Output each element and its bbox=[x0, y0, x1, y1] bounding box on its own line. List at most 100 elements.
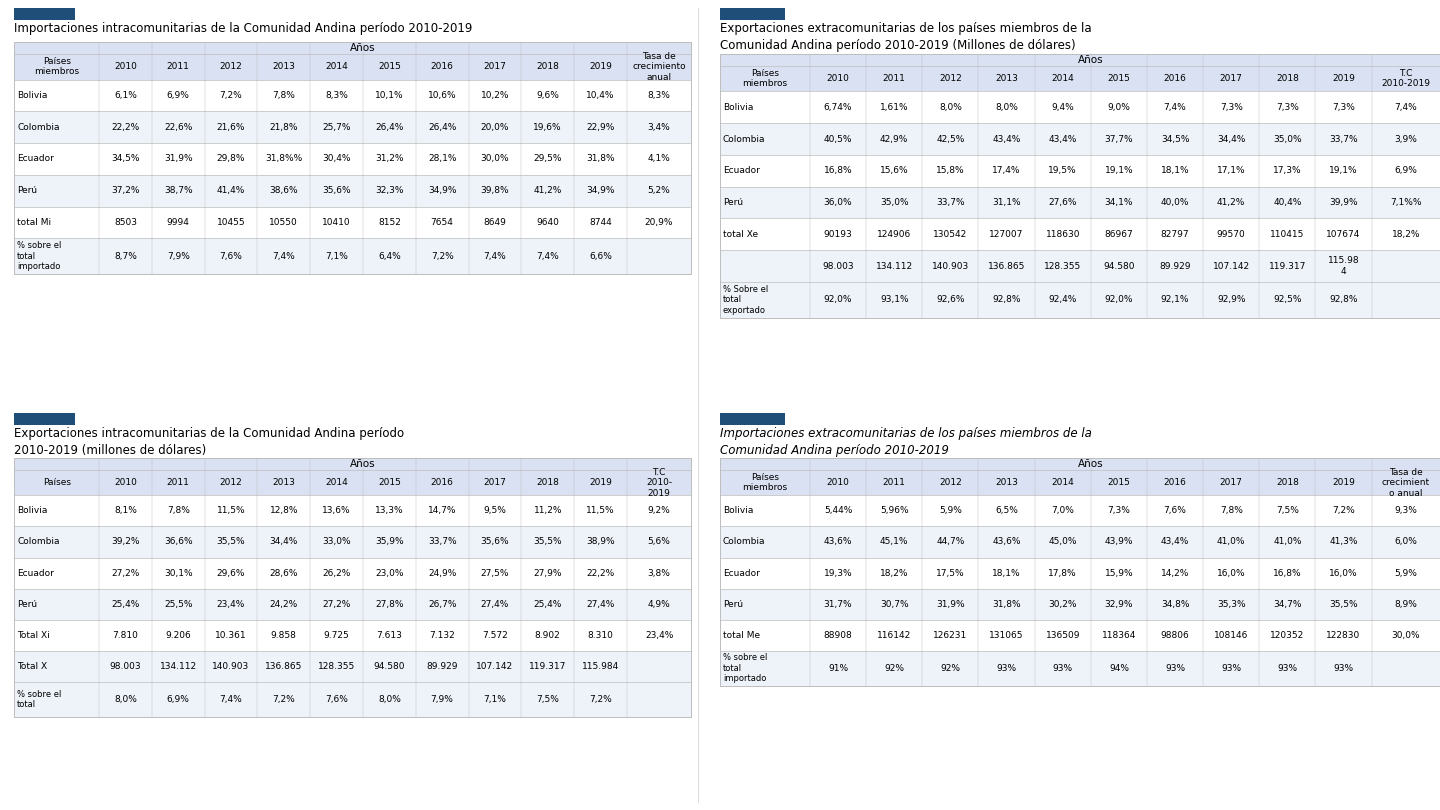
Text: 34,9%: 34,9% bbox=[428, 186, 456, 195]
Text: 41,4%: 41,4% bbox=[217, 186, 245, 195]
Text: 34,7%: 34,7% bbox=[1273, 599, 1302, 608]
Text: Total Xi: Total Xi bbox=[17, 631, 50, 640]
Text: 35,6%: 35,6% bbox=[481, 538, 510, 547]
Text: 10410: 10410 bbox=[323, 218, 351, 227]
Bar bbox=[14, 458, 691, 717]
Text: 92,8%: 92,8% bbox=[1329, 296, 1358, 305]
Text: 10550: 10550 bbox=[269, 218, 298, 227]
Text: 1,61%: 1,61% bbox=[880, 103, 909, 112]
Text: total Me: total Me bbox=[723, 631, 760, 640]
Text: 8,3%: 8,3% bbox=[325, 91, 348, 100]
Text: 30,0%: 30,0% bbox=[1391, 631, 1420, 640]
Text: 41,0%: 41,0% bbox=[1217, 538, 1246, 547]
Text: 16,8%: 16,8% bbox=[1273, 569, 1302, 578]
Text: 28,6%: 28,6% bbox=[269, 569, 298, 578]
Text: 7.613: 7.613 bbox=[376, 631, 402, 640]
Text: 118364: 118364 bbox=[1102, 631, 1136, 640]
Text: 38,7%: 38,7% bbox=[164, 186, 193, 195]
Text: Colombia: Colombia bbox=[723, 134, 766, 143]
Text: 2016: 2016 bbox=[1164, 478, 1187, 487]
Text: 8,3%: 8,3% bbox=[648, 91, 671, 100]
Bar bbox=[720, 250, 1440, 282]
Text: 7,5%: 7,5% bbox=[1276, 506, 1299, 515]
Text: 14,2%: 14,2% bbox=[1161, 569, 1189, 578]
Text: 9.725: 9.725 bbox=[324, 631, 350, 640]
Bar bbox=[14, 53, 691, 79]
Text: Ecuador: Ecuador bbox=[723, 569, 760, 578]
Text: 7,2%: 7,2% bbox=[431, 252, 454, 261]
Text: 2013: 2013 bbox=[995, 478, 1018, 487]
Text: 18,2%: 18,2% bbox=[1391, 230, 1420, 239]
Text: 93%: 93% bbox=[1221, 664, 1241, 673]
Text: 9.206: 9.206 bbox=[166, 631, 192, 640]
Text: 92%: 92% bbox=[884, 664, 904, 673]
Text: 8,1%: 8,1% bbox=[114, 506, 137, 515]
Text: Ecuador: Ecuador bbox=[723, 166, 760, 175]
Text: 107674: 107674 bbox=[1326, 230, 1361, 239]
Text: 7,6%: 7,6% bbox=[325, 695, 348, 704]
Text: Países: Países bbox=[43, 478, 71, 487]
Text: 8,0%: 8,0% bbox=[939, 103, 962, 112]
Text: 7,3%: 7,3% bbox=[1332, 103, 1355, 112]
Text: 3,8%: 3,8% bbox=[648, 569, 671, 578]
Text: 2013: 2013 bbox=[272, 62, 295, 71]
Text: 7,3%: 7,3% bbox=[1276, 103, 1299, 112]
Text: % sobre el
total: % sobre el total bbox=[17, 690, 62, 709]
Text: 2017: 2017 bbox=[484, 478, 507, 487]
Text: 31,2%: 31,2% bbox=[374, 155, 403, 164]
Text: 5,44%: 5,44% bbox=[824, 506, 852, 515]
Text: % sobre el
total
importado: % sobre el total importado bbox=[723, 654, 768, 684]
Text: 43,9%: 43,9% bbox=[1104, 538, 1133, 547]
Text: 25,4%: 25,4% bbox=[111, 599, 140, 608]
Bar bbox=[14, 111, 691, 143]
Text: 30,4%: 30,4% bbox=[323, 155, 351, 164]
Text: 6,1%: 6,1% bbox=[114, 91, 137, 100]
Text: 18,1%: 18,1% bbox=[1161, 166, 1189, 175]
Text: 7,8%: 7,8% bbox=[167, 506, 190, 515]
Bar bbox=[720, 413, 785, 424]
Text: 43,6%: 43,6% bbox=[824, 538, 852, 547]
Text: 2018: 2018 bbox=[1276, 74, 1299, 83]
Text: 35,5%: 35,5% bbox=[1329, 599, 1358, 608]
Bar bbox=[14, 458, 691, 470]
Text: 2019: 2019 bbox=[1332, 478, 1355, 487]
Text: Colombia: Colombia bbox=[17, 538, 59, 547]
Text: 2016: 2016 bbox=[1164, 74, 1187, 83]
Text: 8.902: 8.902 bbox=[534, 631, 560, 640]
Text: 27,2%: 27,2% bbox=[323, 599, 351, 608]
Bar bbox=[14, 651, 691, 682]
Text: 8744: 8744 bbox=[589, 218, 612, 227]
Bar bbox=[720, 526, 1440, 557]
Text: 8.310: 8.310 bbox=[588, 631, 613, 640]
Text: 25,5%: 25,5% bbox=[164, 599, 193, 608]
Text: 7,0%: 7,0% bbox=[1051, 506, 1074, 515]
Text: Perú: Perú bbox=[723, 599, 743, 608]
Text: 10,4%: 10,4% bbox=[586, 91, 615, 100]
Text: Colombia: Colombia bbox=[723, 538, 766, 547]
Text: 36,6%: 36,6% bbox=[164, 538, 193, 547]
Text: 6,9%: 6,9% bbox=[1394, 166, 1417, 175]
Text: 2019: 2019 bbox=[1332, 74, 1355, 83]
Text: 92,5%: 92,5% bbox=[1273, 296, 1302, 305]
Text: 127007: 127007 bbox=[989, 230, 1024, 239]
Text: Colombia: Colombia bbox=[17, 122, 59, 132]
Text: 7,1%: 7,1% bbox=[325, 252, 348, 261]
Text: Bolivia: Bolivia bbox=[17, 506, 48, 515]
Text: 98806: 98806 bbox=[1161, 631, 1189, 640]
Text: 2017: 2017 bbox=[1220, 478, 1243, 487]
Text: 2015: 2015 bbox=[1107, 478, 1130, 487]
Text: 19,3%: 19,3% bbox=[824, 569, 852, 578]
Text: 5,6%: 5,6% bbox=[648, 538, 671, 547]
Text: 27,2%: 27,2% bbox=[111, 569, 140, 578]
Text: 10.361: 10.361 bbox=[215, 631, 246, 640]
Text: 2016: 2016 bbox=[431, 478, 454, 487]
Text: 93%: 93% bbox=[1277, 664, 1297, 673]
Text: 40,5%: 40,5% bbox=[824, 134, 852, 143]
Text: 122830: 122830 bbox=[1326, 631, 1361, 640]
Text: 31,8%: 31,8% bbox=[992, 599, 1021, 608]
Text: 43,4%: 43,4% bbox=[992, 134, 1021, 143]
Text: 5,96%: 5,96% bbox=[880, 506, 909, 515]
Text: 34,4%: 34,4% bbox=[1217, 134, 1246, 143]
Text: 11,2%: 11,2% bbox=[533, 506, 562, 515]
Text: 35,5%: 35,5% bbox=[216, 538, 245, 547]
